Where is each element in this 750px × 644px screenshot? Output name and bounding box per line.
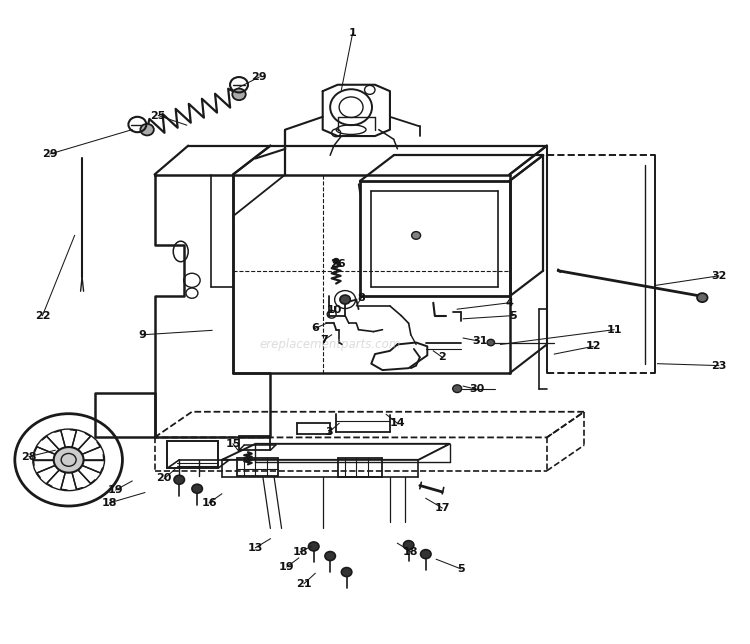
- Text: 31: 31: [472, 336, 488, 346]
- Text: 5: 5: [509, 310, 517, 321]
- Text: 9: 9: [138, 330, 146, 340]
- Text: 20: 20: [157, 473, 172, 484]
- Text: 4: 4: [506, 298, 514, 308]
- Circle shape: [140, 124, 154, 135]
- Text: 19: 19: [108, 485, 124, 495]
- Circle shape: [308, 542, 319, 551]
- Circle shape: [404, 541, 414, 549]
- Circle shape: [192, 484, 202, 493]
- Bar: [338, 458, 382, 477]
- Text: 25: 25: [151, 111, 166, 120]
- Text: 13: 13: [248, 543, 263, 553]
- Text: 3: 3: [325, 427, 332, 437]
- Text: 17: 17: [434, 503, 450, 513]
- Circle shape: [487, 339, 494, 346]
- Text: 11: 11: [606, 325, 622, 335]
- Text: 1: 1: [349, 28, 356, 39]
- Circle shape: [174, 475, 184, 484]
- Circle shape: [697, 293, 707, 302]
- Text: 10: 10: [326, 305, 341, 316]
- Circle shape: [421, 549, 431, 558]
- Text: 28: 28: [21, 451, 37, 462]
- Circle shape: [325, 551, 335, 560]
- Text: 29: 29: [251, 72, 267, 82]
- Circle shape: [340, 295, 350, 304]
- Text: 30: 30: [469, 384, 484, 394]
- Text: 12: 12: [586, 341, 601, 352]
- Circle shape: [341, 567, 352, 576]
- Text: 2: 2: [438, 352, 446, 363]
- Text: 16: 16: [201, 498, 217, 508]
- Text: 6: 6: [311, 323, 320, 334]
- Circle shape: [54, 447, 83, 473]
- Text: 7: 7: [320, 335, 328, 345]
- Text: 19: 19: [279, 562, 295, 572]
- Text: 14: 14: [389, 419, 405, 428]
- Text: 5: 5: [457, 564, 465, 574]
- Bar: [237, 458, 278, 476]
- Text: 15: 15: [225, 439, 241, 449]
- Circle shape: [232, 89, 246, 100]
- Circle shape: [412, 232, 421, 240]
- Circle shape: [333, 258, 339, 263]
- Bar: [239, 436, 271, 450]
- Text: 18: 18: [102, 498, 118, 508]
- Text: 29: 29: [42, 149, 58, 159]
- Circle shape: [453, 385, 462, 393]
- Bar: [167, 441, 218, 468]
- Text: 18: 18: [403, 547, 418, 556]
- Text: 8: 8: [358, 292, 365, 303]
- Text: 18: 18: [292, 547, 308, 556]
- Text: ereplacementparts.com: ereplacementparts.com: [260, 338, 400, 351]
- Text: 22: 22: [34, 310, 50, 321]
- Text: 26: 26: [330, 260, 346, 269]
- Text: 32: 32: [711, 271, 727, 281]
- Text: 21: 21: [296, 578, 312, 589]
- Text: 23: 23: [711, 361, 727, 370]
